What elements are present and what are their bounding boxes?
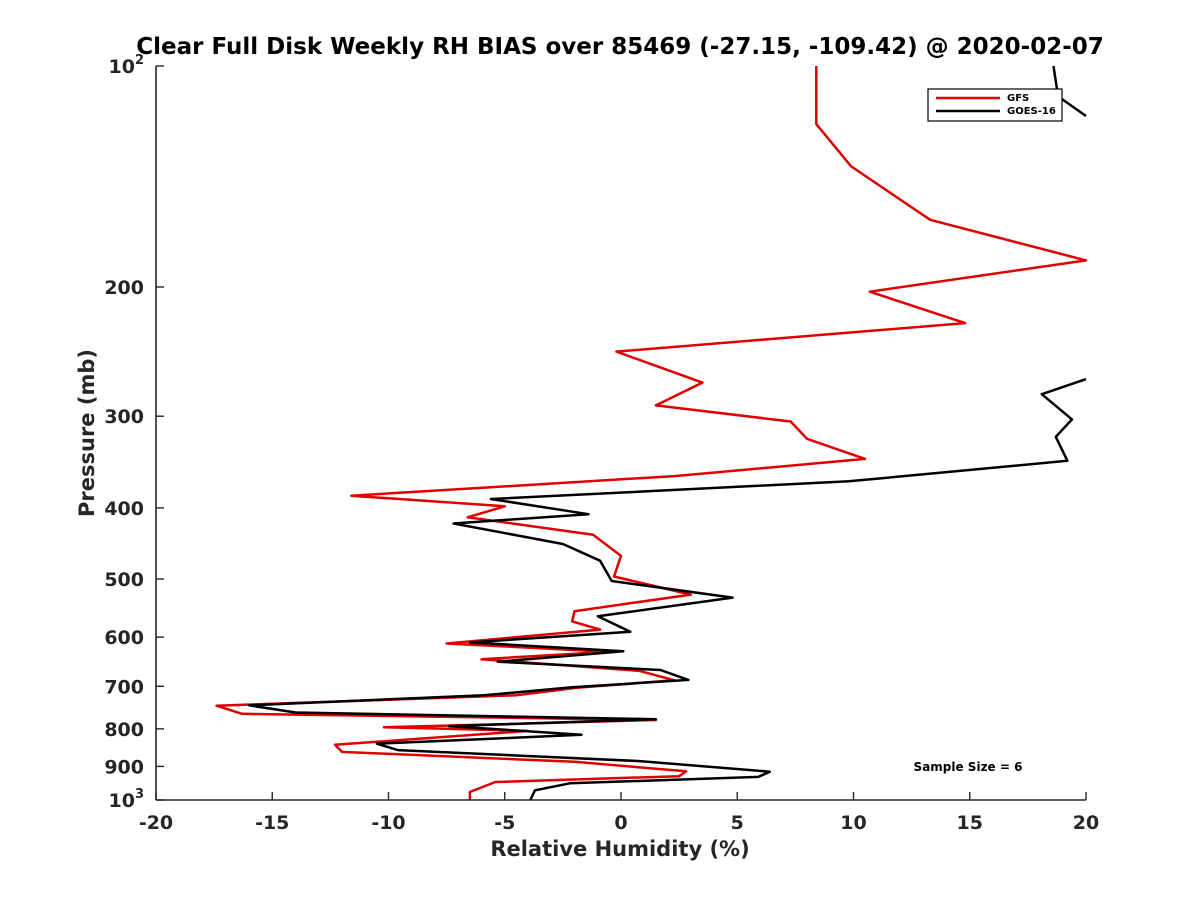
x-tick-label: 0 bbox=[614, 812, 627, 834]
series-line-goes16 bbox=[247, 377, 1087, 801]
y-tick-label: 103 bbox=[109, 787, 145, 812]
series-line-gfs bbox=[215, 66, 1088, 800]
x-tick-label: -20 bbox=[139, 812, 173, 834]
x-tick-label: -5 bbox=[494, 812, 515, 834]
legend-box bbox=[927, 88, 1063, 122]
sample-size-annotation: Sample Size = 6 bbox=[914, 760, 1023, 774]
y-tick-label: 500 bbox=[104, 569, 144, 591]
x-tick-label: 20 bbox=[1073, 812, 1099, 834]
legend-label-gfs: GFS bbox=[1007, 93, 1029, 104]
y-tick-label: 102 bbox=[109, 53, 145, 78]
y-tick-label: 900 bbox=[104, 756, 144, 778]
legend-label-goes16: GOES-16 bbox=[1007, 106, 1056, 117]
legend: GFS GOES-16 bbox=[927, 88, 1063, 122]
y-tick-label: 600 bbox=[104, 627, 144, 649]
y-tick-label: 200 bbox=[104, 277, 144, 299]
x-tick-label: -15 bbox=[255, 812, 289, 834]
x-tick-label: 15 bbox=[957, 812, 983, 834]
y-tick-label: 800 bbox=[104, 719, 144, 741]
x-axis-ticks: -20 -15 -10 -5 0 5 10 15 20 bbox=[139, 792, 1099, 834]
x-tick-label: -10 bbox=[371, 812, 405, 834]
y-tick-label: 700 bbox=[104, 676, 144, 698]
series-layer bbox=[215, 65, 1088, 801]
axes bbox=[155, 66, 1086, 801]
y-axis-label: Pressure (mb) bbox=[75, 349, 99, 517]
x-axis-label: Relative Humidity (%) bbox=[490, 837, 749, 861]
y-tick-label: 300 bbox=[104, 406, 144, 428]
y-tick-label: 400 bbox=[104, 498, 144, 520]
chart-title: Clear Full Disk Weekly RH BIAS over 8546… bbox=[136, 34, 1104, 60]
plot-area: -20 -15 -10 -5 0 5 10 15 20 102 200 300 400 500 600 70… bbox=[104, 53, 1099, 834]
y-axis-ticks: 102 200 300 400 500 600 700 800 900 103 bbox=[104, 53, 164, 812]
x-tick-label: 10 bbox=[840, 812, 866, 834]
x-tick-label: 5 bbox=[731, 812, 744, 834]
